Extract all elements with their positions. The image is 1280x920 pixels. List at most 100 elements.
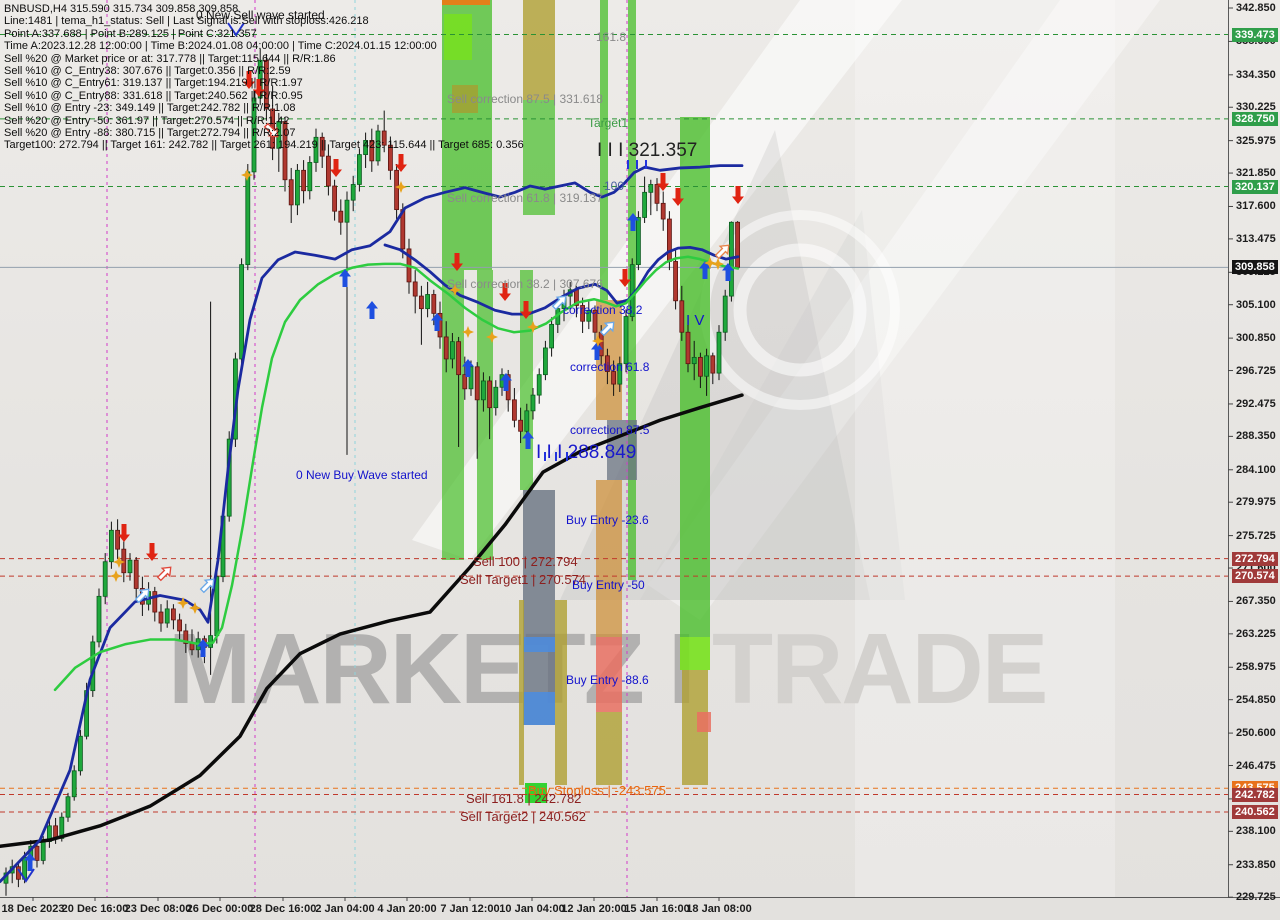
sell-arrow-icon: [243, 71, 255, 89]
candle-body: [648, 184, 654, 193]
fib-zone-band: [442, 0, 490, 5]
info-line-6: Sell %10 @ C_Entry38: 307.676 || Target:…: [4, 65, 291, 78]
candle-body: [698, 356, 703, 377]
candle-body: [189, 643, 195, 651]
sell-arrow-icon: [118, 524, 130, 542]
time-axis[interactable]: 18 Dec 2023 20 Dec 16:00 23 Dec 08:00 26 De…: [0, 898, 1280, 920]
candle-body: [170, 608, 176, 621]
price-badge: 242.782: [1232, 787, 1278, 802]
info-line-3: Point A:337.688 | Point B:289.125 | Poin…: [4, 27, 257, 40]
candle-body: [301, 169, 307, 192]
price-axis-label: 258.975: [1236, 661, 1276, 674]
price-axis-label: 284.100: [1236, 463, 1276, 476]
time-axis-label: 10 Jan 04:00: [499, 903, 565, 915]
price-axis-label: 238.100: [1236, 825, 1276, 838]
chart-annotation: Sell correction 38.2 | 307.676: [447, 277, 603, 291]
candle-body: [350, 184, 356, 201]
candle-body: [586, 309, 592, 322]
price-badge: 320.137: [1232, 179, 1278, 194]
candle-body: [425, 294, 431, 310]
hollow-arrow-icon: [551, 295, 567, 311]
price-axis[interactable]: 342.850338.600334.350330.225325.975321.8…: [1228, 0, 1280, 903]
candle-body: [543, 347, 548, 376]
candle-body: [443, 336, 449, 360]
chart-annotation: correction 87.5: [570, 423, 650, 437]
candle-body: [294, 169, 300, 206]
candle-body: [580, 305, 585, 322]
fib-zone-band: [477, 270, 493, 560]
time-axis-label: 18 Jan 08:00: [686, 903, 752, 915]
chart-annotation: Sell Target1 | 270.574: [460, 572, 587, 587]
candle-body: [449, 341, 455, 360]
time-axis-label: 20 Dec 16:00: [61, 903, 129, 915]
star-marker-icon: [241, 169, 253, 181]
fib-zone-band: [596, 712, 622, 785]
buy-arrow-icon: [339, 269, 351, 287]
price-axis-label: 325.975: [1236, 134, 1276, 147]
candle-body: [735, 221, 740, 268]
fib-zone-band: [596, 480, 622, 637]
fib-zone-band: [452, 85, 478, 113]
candle-body: [177, 619, 183, 632]
candle-body: [307, 162, 313, 192]
candle-body: [549, 323, 554, 349]
candle-body: [394, 169, 400, 211]
candle-body: [34, 845, 40, 861]
watermark-ring: [733, 243, 867, 377]
candle-body: [487, 380, 493, 409]
chart-annotation: 0 New Buy Wave started: [296, 468, 428, 482]
info-line-8: Sell %10 @ C_Entry88: 331.618 || Target:…: [4, 89, 303, 102]
buy-arrow-icon: [462, 359, 474, 377]
candle-body: [183, 630, 189, 644]
price-axis-label: 305.100: [1236, 298, 1276, 311]
candle-body: [115, 529, 120, 550]
candle-body: [338, 210, 344, 223]
candle-body: [369, 140, 375, 162]
candle-body: [660, 202, 666, 220]
buy-arrow-icon: [699, 261, 711, 279]
price-axis-label: 254.850: [1236, 693, 1276, 706]
star-marker-icon: [113, 556, 125, 568]
candle-body: [480, 380, 486, 401]
sell-arrow-icon: [499, 283, 511, 301]
chart-annotation: I V: [686, 312, 705, 329]
candle-body: [456, 341, 462, 376]
candle-body: [40, 841, 46, 861]
candle-body: [121, 548, 127, 574]
time-axis-label: 18 Dec 2023: [1, 903, 65, 915]
price-axis-label: 317.600: [1236, 200, 1276, 213]
star-marker-icon: [592, 335, 604, 347]
price-axis-label: 300.850: [1236, 332, 1276, 345]
candle-body: [468, 366, 474, 390]
candle-body: [313, 136, 319, 163]
price-axis-label: 233.850: [1236, 858, 1276, 871]
star-marker-icon: [704, 257, 716, 269]
sell-arrow-icon: [395, 154, 407, 172]
price-badge: 328.750: [1232, 111, 1278, 126]
fib-zone-band: [555, 600, 567, 785]
chart-annotation: Buy Stoploss | -243.575: [528, 783, 666, 798]
star-marker-icon: [486, 331, 498, 343]
chart-annotation: Sell Target2 | 240.562: [460, 809, 587, 824]
candle-body: [530, 394, 536, 412]
candle-body: [673, 261, 678, 302]
chart-annotation: Buy Entry -50: [572, 578, 645, 592]
time-axis-label: 15 Jan 16:00: [624, 903, 690, 915]
chart-annotation: Buy Entry -23.6: [566, 513, 649, 527]
candle-body: [518, 419, 523, 432]
candle-body: [356, 154, 362, 185]
fib-zone-band: [442, 270, 464, 560]
candle-body: [245, 171, 251, 266]
buy-arrow-icon: [197, 639, 209, 657]
watermark-word: TRADE: [712, 613, 1046, 725]
time-axis-label: 26 Dec 00:00: [186, 903, 254, 915]
price-axis-label: 229.725: [1236, 891, 1276, 904]
candle-body: [263, 59, 269, 110]
candle-body: [164, 608, 170, 624]
info-line-7: Sell %10 @ C_Entry61: 319.137 || Target:…: [4, 77, 303, 90]
price-axis-label: 250.600: [1236, 727, 1276, 740]
candle-body: [418, 295, 424, 310]
chart-annotation: Buy Entry -88.6: [566, 673, 649, 687]
price-badge: 270.574: [1232, 569, 1278, 584]
